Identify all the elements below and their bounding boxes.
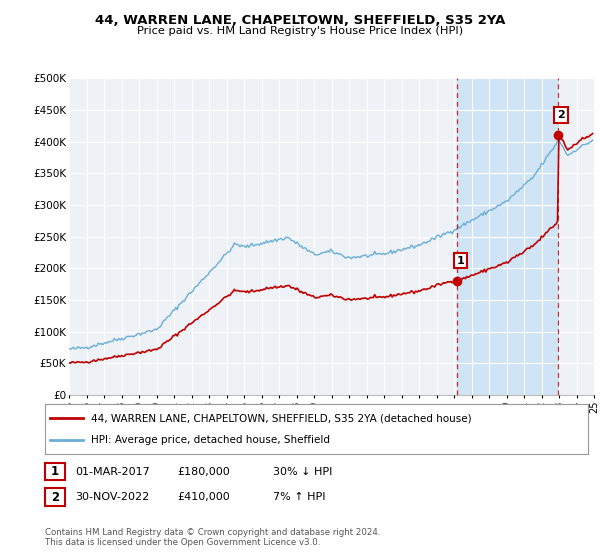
Text: 01-MAR-2017: 01-MAR-2017 <box>75 466 150 477</box>
Text: 7% ↑ HPI: 7% ↑ HPI <box>273 492 325 502</box>
Text: 44, WARREN LANE, CHAPELTOWN, SHEFFIELD, S35 2YA: 44, WARREN LANE, CHAPELTOWN, SHEFFIELD, … <box>95 14 505 27</box>
Text: 44, WARREN LANE, CHAPELTOWN, SHEFFIELD, S35 2YA (detached house): 44, WARREN LANE, CHAPELTOWN, SHEFFIELD, … <box>91 413 472 423</box>
Text: Price paid vs. HM Land Registry's House Price Index (HPI): Price paid vs. HM Land Registry's House … <box>137 26 463 36</box>
Text: 2: 2 <box>51 491 59 504</box>
Text: £410,000: £410,000 <box>177 492 230 502</box>
Text: HPI: Average price, detached house, Sheffield: HPI: Average price, detached house, Shef… <box>91 435 330 445</box>
Text: £180,000: £180,000 <box>177 466 230 477</box>
Text: 2: 2 <box>557 110 565 120</box>
Text: 30-NOV-2022: 30-NOV-2022 <box>75 492 149 502</box>
Text: 1: 1 <box>51 465 59 478</box>
Text: 1: 1 <box>457 256 464 265</box>
Text: Contains HM Land Registry data © Crown copyright and database right 2024.
This d: Contains HM Land Registry data © Crown c… <box>45 528 380 547</box>
Text: 30% ↓ HPI: 30% ↓ HPI <box>273 466 332 477</box>
Bar <box>457 78 557 395</box>
